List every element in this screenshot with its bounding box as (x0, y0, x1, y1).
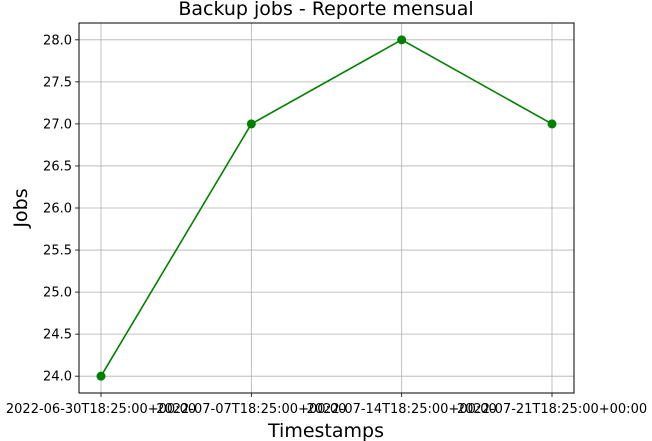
y-tick-label: 24.0 (43, 370, 72, 385)
y-tick-label: 26.5 (43, 159, 72, 174)
data-point (397, 35, 407, 45)
data-point (96, 371, 106, 381)
y-tick-label: 26.0 (43, 202, 72, 217)
y-tick-label: 24.5 (43, 328, 72, 343)
data-point (246, 119, 256, 129)
y-tick-label: 25.5 (43, 244, 72, 259)
x-tick-label: 2022-07-21T18:25:00+00:00 (457, 402, 647, 417)
y-axis-label: Jobs (10, 188, 32, 228)
y-tick-label: 25.0 (43, 286, 72, 301)
y-axis-ticks: 24.0 24.5 25.0 25.5 26.0 26.5 27.0 27.5 28.0 (43, 33, 79, 385)
y-tick-label: 27.0 (43, 117, 72, 132)
chart-title: Backup jobs - Reporte mensual (178, 0, 473, 20)
y-tick-label: 27.5 (43, 75, 72, 90)
grid-lines (79, 23, 574, 393)
data-point (547, 119, 557, 129)
x-tick-label: 2022-07-14T18:25:00+00:00 (307, 402, 497, 417)
y-tick-label: 28.0 (43, 33, 72, 48)
series-line (100, 38, 553, 377)
series-layer (96, 35, 557, 381)
x-axis-label: Timestamps (267, 420, 384, 441)
plot-frame (78, 22, 575, 394)
x-axis-ticks: 2022-06-30T18:25:00+00:002022-07-07T18:2… (6, 393, 647, 417)
x-tick-label: 2022-07-07T18:25:00+00:00 (156, 402, 346, 417)
x-tick-label: 2022-06-30T18:25:00+00:00 (6, 402, 196, 417)
